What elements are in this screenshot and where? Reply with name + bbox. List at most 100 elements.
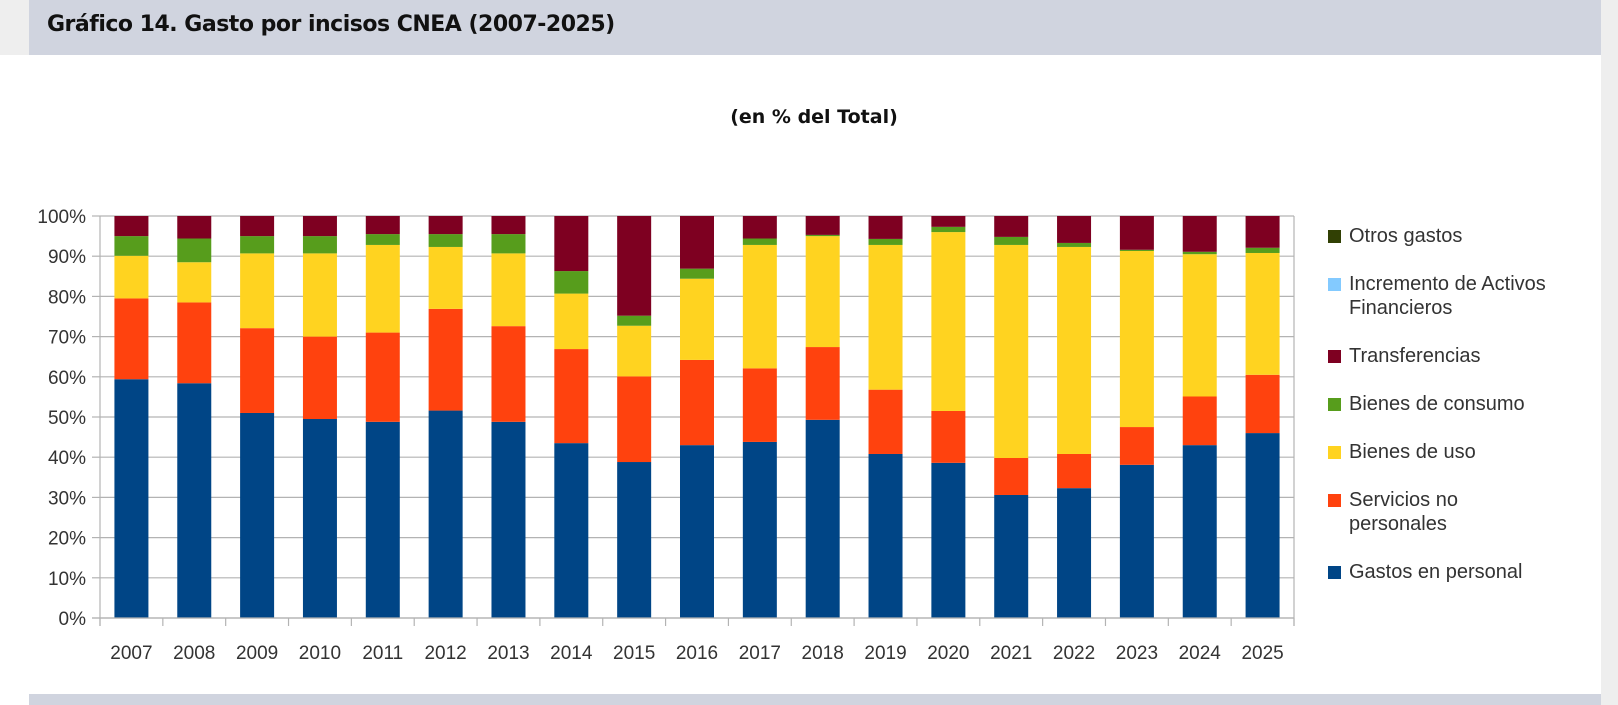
x-tick-label: 2016 (676, 643, 718, 664)
header-band (29, 0, 1601, 55)
bar-segment-transferencias (114, 216, 149, 237)
legend-swatch-icon (1328, 494, 1341, 507)
bar-segment-bienes-de-uso (931, 232, 966, 411)
legend-swatch-icon (1328, 446, 1341, 459)
bar-segment-servicios-no-personales (994, 458, 1029, 495)
legend-item: Bienes de uso (1328, 440, 1589, 464)
bar-segment-transferencias (742, 216, 777, 239)
bar-segment-servicios-no-personales (491, 326, 526, 422)
x-tick-label: 2018 (802, 643, 844, 664)
bar-segment-bienes-de-consumo (680, 268, 714, 279)
y-tick-label: 100% (37, 207, 86, 228)
y-tick-label: 50% (48, 408, 86, 429)
x-tick-label: 2019 (864, 643, 906, 664)
bar-segment-bienes-de-uso (680, 278, 714, 360)
bar-segment-bienes-de-uso (554, 293, 589, 350)
bar-segment-bienes-de-uso (1119, 250, 1154, 428)
bar-segment-servicios-no-personales (617, 376, 652, 463)
bar-segment-bienes-de-uso (1245, 252, 1280, 375)
bar-segment-servicios-no-personales (680, 359, 714, 446)
bar-segment-gastos-en-personal (114, 379, 149, 618)
bar-segment-gastos-en-personal (302, 419, 337, 618)
bar-segment-bienes-de-consumo (805, 234, 840, 237)
bar-segment-bienes-de-consumo (240, 236, 275, 254)
legend-label: Bienes de consumo (1349, 393, 1525, 415)
chart-title: Gráfico 14. Gasto por incisos CNEA (2007… (47, 12, 615, 37)
bar-segment-transferencias (1057, 216, 1092, 243)
x-tick-label: 2013 (487, 643, 529, 664)
bar-segment-servicios-no-personales (805, 347, 840, 420)
legend-label: Otros gastos (1349, 225, 1463, 247)
bar-segment-bienes-de-consumo (491, 234, 526, 254)
y-tick-label: 10% (48, 569, 86, 590)
y-tick-label: 80% (48, 287, 86, 308)
bar-segment-transferencias (428, 216, 463, 235)
x-tick-label: 2011 (362, 643, 403, 664)
bar-segment-bienes-de-uso (1182, 254, 1217, 397)
bar-segment-bienes-de-consumo (617, 315, 652, 326)
bar-segment-bienes-de-uso (428, 246, 463, 309)
x-tick-label: 2010 (299, 643, 341, 664)
legend-item: Bienes de consumo (1328, 392, 1589, 416)
y-tick-label: 40% (48, 448, 86, 469)
legend-item: Transferencias (1328, 344, 1589, 368)
bar-segment-transferencias (1119, 216, 1154, 250)
bar-segment-bienes-de-uso (994, 244, 1029, 459)
bar-segment-transferencias (554, 216, 589, 272)
bar-segment-servicios-no-personales (742, 368, 777, 442)
bar-segment-bienes-de-uso (177, 262, 212, 303)
bar-segment-gastos-en-personal (554, 443, 589, 618)
bar-segment-gastos-en-personal (1245, 433, 1280, 618)
bar-segment-bienes-de-consumo (428, 234, 463, 247)
bar-segment-servicios-no-personales (1245, 374, 1280, 434)
bar-segment-servicios-no-personales (868, 389, 903, 454)
bar-segment-bienes-de-consumo (994, 236, 1029, 245)
bar-segment-bienes-de-consumo (177, 238, 212, 263)
bar-segment-transferencias (805, 216, 840, 235)
y-axis-tick-labels: 0% 10% 20% 30% 40% 50% 60% 70% 80% 90% 100% (37, 207, 86, 630)
bar-segment-bienes-de-uso (114, 255, 149, 299)
bar-segment-transferencias (1245, 216, 1280, 248)
bar-segment-gastos-en-personal (994, 494, 1029, 618)
bar-segment-bienes-de-uso (302, 253, 337, 337)
bar-segment-bienes-de-uso (1057, 246, 1092, 454)
legend-swatch-icon (1328, 566, 1341, 579)
bar-segment-gastos-en-personal (680, 445, 714, 618)
bar-segment-bienes-de-consumo (1057, 242, 1092, 247)
bar-segment-gastos-en-personal (1182, 445, 1217, 618)
legend-item: Otros gastos (1328, 224, 1589, 248)
legend-swatch-icon (1328, 350, 1341, 363)
bar-segment-gastos-en-personal (240, 412, 275, 618)
bar-segment-gastos-en-personal (931, 462, 966, 618)
x-tick-label: 2022 (1053, 643, 1095, 664)
legend-item: Incremento de Activos Financieros (1328, 272, 1589, 320)
bar-segment-gastos-en-personal (1119, 464, 1154, 618)
bar-segment-transferencias (617, 216, 652, 316)
bar-segment-servicios-no-personales (1119, 427, 1154, 465)
x-tick-label: 2015 (613, 643, 655, 664)
y-tick-label: 90% (48, 247, 86, 268)
x-tick-label: 2009 (236, 643, 278, 664)
bar-segment-transferencias (240, 216, 275, 237)
bar-segment-bienes-de-uso (868, 244, 903, 390)
legend-label: Transferencias (1349, 345, 1481, 367)
bar-segment-servicios-no-personales (114, 298, 149, 380)
legend-label: Bienes de uso (1349, 441, 1476, 463)
x-tick-label: 2025 (1241, 643, 1283, 664)
legend-label: Gastos en personal (1349, 561, 1523, 583)
x-tick-label: 2024 (1179, 643, 1222, 664)
x-tick-label: 2021 (990, 643, 1032, 664)
bar-segment-servicios-no-personales (1182, 396, 1217, 446)
legend-swatch-icon (1328, 278, 1341, 291)
x-tick-label: 2023 (1116, 643, 1158, 664)
x-tick-label: 2008 (173, 643, 215, 664)
bar-segment-gastos-en-personal (742, 441, 777, 618)
bar-segment-transferencias (177, 216, 212, 239)
bar-segment-bienes-de-consumo (1182, 251, 1217, 255)
bar-segment-bienes-de-consumo (554, 271, 589, 294)
legend-swatch-icon (1328, 398, 1341, 411)
bar-segment-gastos-en-personal (617, 462, 652, 618)
x-axis-tick-labels: 2007 2008 2009 2010 2011 2012 2013 2014 2015 2016… (110, 643, 1283, 664)
bar-segment-transferencias (931, 216, 966, 227)
